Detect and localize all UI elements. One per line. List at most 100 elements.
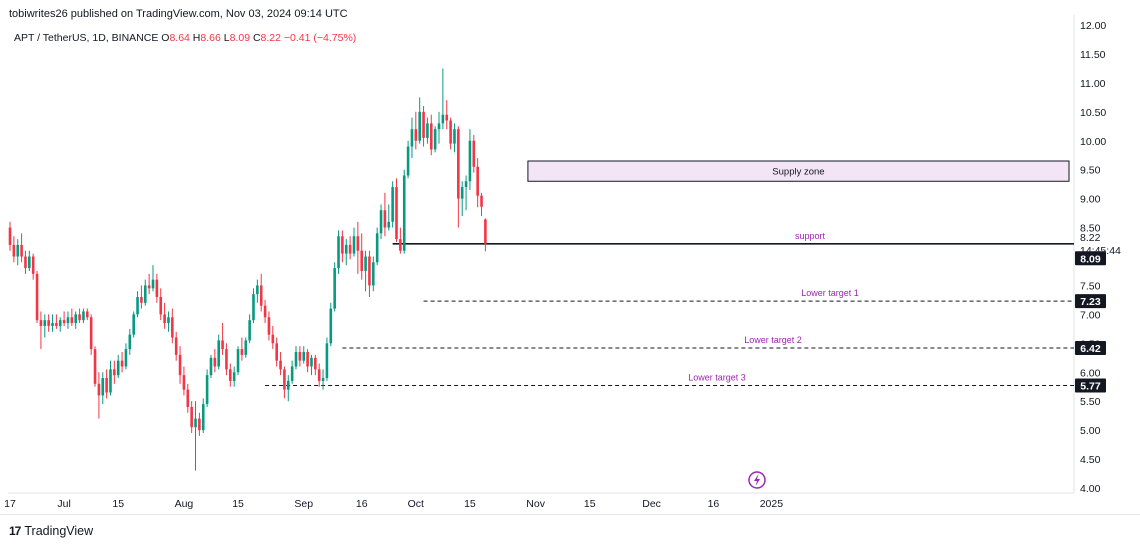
candle-body	[283, 369, 286, 390]
candle-body	[66, 317, 70, 324]
candle-body	[476, 166, 479, 196]
event-circle-icon	[748, 471, 766, 489]
candle-body	[314, 357, 317, 370]
candle-body	[294, 351, 298, 367]
candle-body	[256, 285, 259, 295]
candle-body	[209, 357, 213, 376]
x-tick-label: Jul	[57, 498, 70, 510]
candle-body	[120, 360, 124, 367]
symbol-legend: APT / TetherUS, 1D, BINANCE O8.64 H8.66 …	[14, 32, 356, 44]
price-label-text: 5.77	[1080, 381, 1101, 393]
y-tick-label: 11.00	[1080, 78, 1106, 90]
tradingview-logo-icon: 17	[9, 524, 21, 538]
price-change: −0.41 (−4.75%)	[283, 32, 357, 44]
price-label-text: 6.42	[1080, 343, 1101, 355]
candle-body	[402, 175, 406, 251]
x-tick-label: 15	[464, 498, 476, 510]
ohlc-key-c: C	[252, 32, 261, 44]
candle-body	[24, 256, 27, 269]
lower-target-label: Lower target 1	[801, 288, 859, 298]
x-tick-label: Sep	[294, 498, 313, 510]
tradingview-brand[interactable]: 17 TradingView	[9, 524, 93, 538]
y-tick-label: 9.50	[1080, 165, 1101, 177]
y-tick-label: 6.00	[1080, 367, 1101, 379]
lower-target-label: Lower target 2	[744, 335, 802, 345]
candle-body	[236, 349, 240, 373]
candle-body	[414, 129, 418, 141]
candle-body	[93, 349, 97, 384]
candle-body	[290, 366, 294, 381]
candle-body	[58, 320, 62, 326]
candle-body	[344, 244, 348, 254]
ohlc-values: O8.64 H8.66 L8.09 C8.22	[161, 32, 284, 44]
price-label-box	[1075, 251, 1106, 266]
y-tick-label: 8.50	[1080, 223, 1101, 235]
candle-body	[325, 343, 329, 379]
candle-body	[275, 343, 278, 361]
price-label-box	[1075, 340, 1106, 355]
candle-body	[39, 320, 43, 326]
candle-body	[190, 406, 193, 428]
y-tick-label: 5.00	[1080, 425, 1101, 437]
candle-body	[35, 273, 39, 321]
candle-body	[480, 195, 483, 207]
candle-body	[174, 337, 178, 355]
y-tick-label: 10.00	[1080, 136, 1106, 148]
candle-body	[298, 351, 302, 361]
candle-body	[321, 378, 325, 381]
ohlc-key-o: O	[161, 32, 170, 44]
candle-body	[387, 221, 391, 228]
y-tick-label: 9.00	[1080, 194, 1101, 206]
candle-body	[78, 314, 81, 321]
candle-body	[143, 285, 147, 303]
candle-body	[97, 383, 101, 396]
candle-body	[426, 123, 429, 138]
publish-caption: tobiwrites26 published on TradingView.co…	[9, 8, 348, 20]
candle-body	[391, 187, 394, 222]
candle-body	[453, 129, 456, 144]
candle-body	[16, 244, 20, 257]
candle-body	[109, 369, 112, 393]
price-chart[interactable]: 12.00 11.50 11.00 10.50 10.00 9.50 9.00 8.50 7.5…	[0, 0, 1140, 515]
candle-body	[317, 369, 321, 381]
candle-body	[194, 418, 197, 428]
x-tick-label: 15	[232, 498, 244, 510]
candle-body	[113, 369, 116, 376]
y-tick-label: 11.50	[1080, 49, 1106, 61]
candle-body	[348, 244, 352, 254]
candle-body	[74, 314, 78, 324]
candle-body	[213, 357, 217, 367]
x-tick-label: Dec	[642, 498, 661, 510]
candle-body	[217, 340, 221, 367]
candle-body	[383, 210, 387, 228]
candle-body	[368, 256, 371, 286]
candle-body	[248, 320, 251, 341]
candle-body	[55, 323, 58, 326]
x-tick-label: Oct	[408, 498, 424, 510]
candle-body	[271, 334, 275, 344]
x-tick-label: 2025	[760, 498, 784, 510]
candle-body	[306, 351, 309, 367]
candle-body	[43, 320, 47, 326]
candle-body	[468, 140, 472, 182]
candle-body	[460, 187, 464, 199]
candle-body	[12, 244, 16, 257]
candle-body	[244, 340, 248, 355]
candle-body	[136, 297, 139, 315]
candle-body	[62, 320, 66, 324]
candle-body	[252, 294, 255, 321]
candle-body	[101, 378, 105, 396]
candle-body	[302, 351, 306, 361]
candle-body	[449, 120, 452, 144]
candle-body	[372, 262, 375, 286]
footer-divider	[0, 514, 1140, 515]
candle-body	[229, 369, 232, 381]
candle-body	[259, 285, 263, 306]
candle-body	[333, 268, 336, 309]
candle-body	[82, 311, 85, 321]
candle-body	[429, 123, 433, 150]
x-tick-label: 15	[112, 498, 124, 510]
symbol-name[interactable]: APT / TetherUS, 1D, BINANCE	[14, 32, 159, 44]
candle-body	[232, 372, 236, 381]
candle-body	[116, 360, 120, 376]
